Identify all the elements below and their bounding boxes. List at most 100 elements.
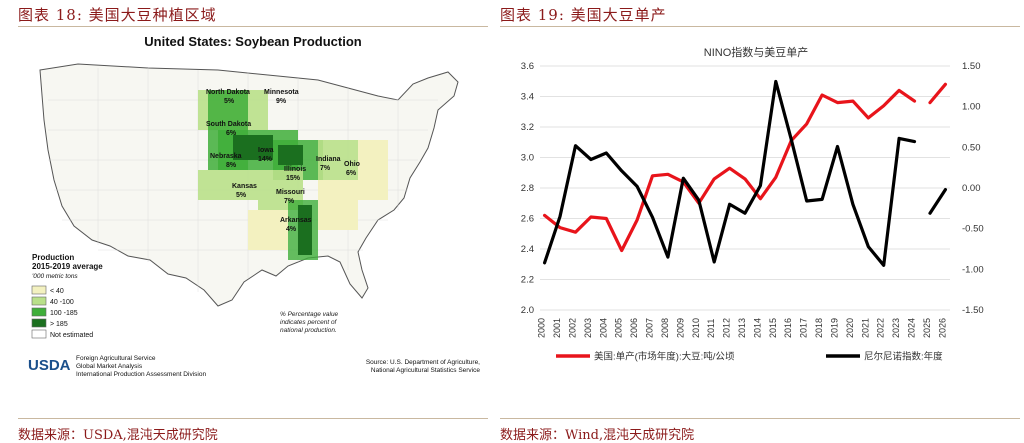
nino-yield-chart: NINO指数与美豆单产 2.02.22.42.62.83.03.23.43.6 …: [521, 45, 984, 363]
usda-block: USDA Foreign Agricultural Service Global…: [28, 355, 206, 378]
x-axis-tick: 2021: [860, 318, 870, 338]
state-pct-minnesota: 9%: [276, 98, 287, 105]
x-axis-tick: 2005: [614, 318, 624, 338]
left-axis-tick: 3.4: [521, 92, 534, 103]
state-pct-indiana: 7%: [320, 165, 331, 172]
state-label-minnesota: Minnesota: [264, 89, 299, 96]
x-axis-tick: 2013: [737, 318, 747, 338]
right-figure-caption: 图表 19: 美国大豆单产: [500, 6, 667, 24]
state-label-iowa: Iowa: [258, 147, 274, 154]
map-source-line-2: National Agricultural Statistics Service: [371, 367, 480, 374]
left-figure-source: 数据来源：USDA,混沌天成研究院: [18, 428, 218, 443]
production-shading: [198, 90, 388, 260]
state-pct-kansas: 5%: [236, 192, 247, 199]
right-axis-tick: 1.00: [962, 102, 981, 113]
x-axis-tick: 2016: [783, 318, 793, 338]
map-title: United States: Soybean Production: [144, 34, 361, 49]
state-label-ohio: Ohio: [344, 161, 360, 168]
chart-legend-label: 尼尔尼诺指数:年度: [864, 351, 943, 363]
x-axis-tick: 2001: [552, 318, 562, 338]
state-pct-iowa: 14%: [258, 156, 273, 163]
chart-legend-label: 美国:单产(市场年度):大豆:吨/公顷: [594, 351, 735, 363]
left-figure-caption: 图表 18: 美国大豆种植区域: [18, 6, 217, 24]
x-axis-tick: 2008: [660, 318, 670, 338]
state-label-missouri: Missouri: [276, 189, 305, 196]
legend-swatch: [31, 296, 47, 306]
note-line-3: national production.: [280, 327, 337, 334]
state-pct-ohio: 6%: [346, 170, 357, 177]
legend-label: < 40: [50, 288, 64, 295]
state-label-nebraska: Nebraska: [210, 153, 242, 160]
left-axis-tick: 3.2: [521, 122, 534, 133]
x-axis-tick: 2012: [722, 318, 732, 338]
x-axis-tick: 2020: [845, 318, 855, 338]
right-caption-rule: [500, 26, 1020, 27]
left-axis-tick: 2.6: [521, 214, 534, 225]
legend-swatch: [31, 329, 47, 339]
yield-series-line-0: [543, 88, 917, 253]
legend-label: > 185: [50, 321, 68, 328]
legend-title-1: Production: [32, 253, 74, 262]
x-axis-tick: 2004: [598, 318, 608, 338]
right-axis-tick: 0.50: [962, 142, 981, 153]
x-axis-tick: 2017: [799, 318, 809, 338]
right-axis-tick: -1.50: [962, 305, 984, 316]
x-axis-tick: 2002: [567, 318, 577, 338]
legend-label: 100 -185: [50, 310, 78, 317]
x-axis-tick: 2025: [922, 318, 932, 338]
map-source-line-1: Source: U.S. Department of Agriculture,: [366, 359, 480, 366]
right-bottom-rule: [500, 418, 1020, 419]
state-label-kansas: Kansas: [232, 183, 257, 190]
legend-swatch: [31, 285, 47, 295]
chart-title: NINO指数与美豆单产: [704, 45, 809, 59]
left-axis-tick: 3.0: [521, 153, 534, 164]
legend-swatch: [31, 307, 47, 317]
usda-line-3: International Production Assessment Divi…: [76, 371, 206, 378]
x-axis-tick: 2010: [691, 318, 701, 338]
state-label-arkansas: Arkansas: [280, 217, 312, 224]
x-axis-tick: 2018: [814, 318, 824, 338]
x-axis-tick: 2011: [706, 319, 716, 338]
x-axis-tick: 2024: [907, 318, 917, 338]
x-axis-tick: 2009: [675, 318, 685, 338]
state-label-illinois: Illinois: [284, 166, 306, 173]
usda-logo: USDA: [28, 357, 71, 374]
x-axis-tick: 2026: [937, 318, 947, 338]
left-bottom-rule: [18, 418, 488, 419]
usda-line-2: Global Market Analysis: [76, 363, 143, 370]
left-caption-rule: [18, 26, 488, 27]
note-line-1: % Percentage value: [280, 311, 339, 318]
state-label-north-dakota: North Dakota: [206, 89, 250, 96]
soybean-map-panel: United States: Soybean Production: [18, 30, 488, 382]
nino-series-line-0: [543, 79, 917, 267]
us-soybean-map: United States: Soybean Production: [28, 34, 480, 378]
x-axis-tick: 2023: [891, 318, 901, 338]
x-axis-tick: 2007: [645, 318, 655, 338]
yield-series-line-1: [928, 82, 947, 105]
state-labels: North Dakota 5% Minnesota 9% South Dakot…: [206, 89, 360, 233]
left-axis-tick: 2.0: [521, 305, 534, 316]
map-legend: Production 2015-2019 average '000 metric…: [31, 253, 103, 339]
state-pct-north-dakota: 5%: [224, 98, 235, 105]
right-axis-tick: -0.50: [962, 224, 984, 235]
left-axis-tick: 2.4: [521, 244, 534, 255]
x-axis-tick: 2003: [583, 318, 593, 338]
usda-line-1: Foreign Agricultural Service: [76, 355, 156, 362]
state-label-indiana: Indiana: [316, 156, 341, 163]
x-axis-tick: 2019: [829, 318, 839, 338]
right-axis-tick: 1.50: [962, 61, 981, 72]
left-axis-tick: 3.6: [521, 61, 534, 72]
left-axis-tick: 2.2: [521, 275, 534, 286]
left-axis-tick: 2.8: [521, 183, 534, 194]
right-axis-tick: 0.00: [962, 183, 981, 194]
state-pct-illinois: 15%: [286, 175, 301, 182]
x-axis-tick: 2022: [876, 318, 886, 338]
x-axis-tick: 2015: [768, 318, 778, 338]
right-figure-source: 数据来源：Wind,混沌天成研究院: [500, 428, 695, 443]
percentage-note: % Percentage value indicates percent of …: [280, 311, 339, 334]
state-pct-nebraska: 8%: [226, 162, 237, 169]
legend-label: 40 -100: [50, 299, 74, 306]
state-label-south-dakota: South Dakota: [206, 121, 251, 128]
legend-title-2: 2015-2019 average: [32, 262, 103, 271]
x-axis-tick: 2000: [537, 318, 547, 338]
